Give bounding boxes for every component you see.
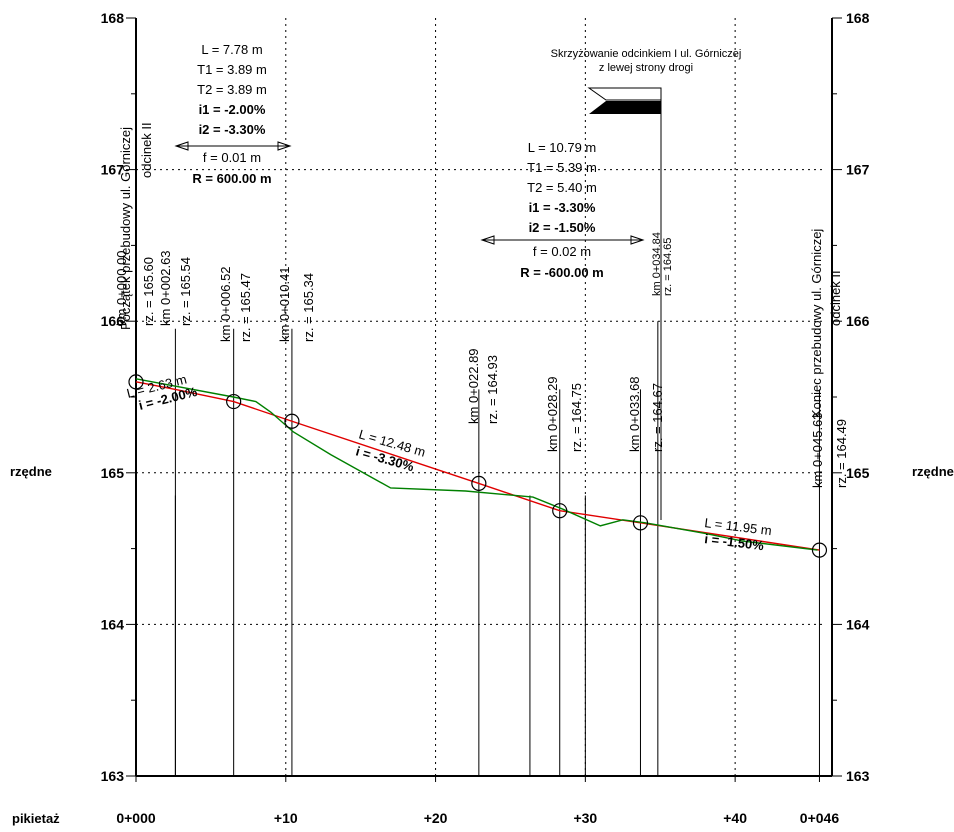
station-km-8: km 0+045.63 <box>810 412 825 488</box>
station-km-2: km 0+006.52 <box>218 266 233 342</box>
crossing-line1: Skrzyżowanie odcinkiem I ul. Górniczej <box>551 48 742 60</box>
x-tick-label: +20 <box>424 810 448 826</box>
station-km-7: km 0+034.84 <box>651 232 663 296</box>
y-tick-label-left: 167 <box>101 162 125 178</box>
curve1-i1: i1 = -2.00% <box>199 102 266 117</box>
station-rz-8: rz. = 164.49 <box>834 419 849 488</box>
vertex-circles <box>128 374 828 558</box>
station-km-6: km 0+033.68 <box>627 376 642 452</box>
start-label-line2: odcinek II <box>139 122 154 178</box>
right-axis-title: rzędne <box>912 464 954 479</box>
y-tick-label-right: 164 <box>846 616 870 632</box>
station-rz-0: rz. = 165.60 <box>141 257 156 326</box>
curve2-R: R = -600.00 m <box>520 265 603 280</box>
left-axis-title: rzędne <box>10 464 52 479</box>
curve2-i2: i2 = -1.50% <box>529 220 596 235</box>
y-tick-label-right: 167 <box>846 162 870 178</box>
station-rz-6: rz. = 164.67 <box>650 383 665 452</box>
slope3-grade: i = -1.50% <box>704 531 765 553</box>
station-rz-1: rz. = 165.54 <box>178 257 193 326</box>
curve2-T2: T2 = 5.40 m <box>527 180 597 195</box>
station-km-5: km 0+028.29 <box>545 376 560 452</box>
curve2-f: f = 0.02 m <box>533 244 591 259</box>
y-tick-label-left: 164 <box>101 616 125 632</box>
y-tick-label-left: 166 <box>101 313 125 329</box>
y-tick-label-left: 165 <box>101 465 125 481</box>
slope3-label: L = 11.95 m i = -1.50% <box>704 515 773 553</box>
curve2-i1: i1 = -3.30% <box>529 200 596 215</box>
vertex-circle-4 <box>552 503 568 519</box>
slope2-label: L = 12.48 m i = -3.30% <box>354 426 427 474</box>
curve2-L: L = 10.79 m <box>528 140 597 155</box>
y-tick-label-right: 168 <box>846 10 870 26</box>
station-rz-4: rz. = 164.93 <box>485 355 500 424</box>
axis-ticks: 163 163 164 164 165 165 166 166 167 167 168 168 0+00… <box>101 10 870 826</box>
curve1-R: R = 600.00 m <box>192 171 271 186</box>
series-line-1 <box>135 378 818 551</box>
vertex-circle-1 <box>226 393 242 410</box>
station-rz-3: rz. = 165.34 <box>301 273 316 342</box>
station-rz-5: rz. = 164.75 <box>569 383 584 452</box>
curve1-f: f = 0.01 m <box>203 150 261 165</box>
station-km-3: km 0+010.41 <box>277 266 292 342</box>
curve1-i2: i2 = -3.30% <box>199 122 266 137</box>
vertex-circle-2 <box>284 413 300 429</box>
crossing-flag-icon <box>587 87 662 520</box>
vertex-circle-3 <box>471 475 487 492</box>
end-label-line1: Koniec przebudowy ul. Górniczej <box>809 229 824 418</box>
x-tick-label: +10 <box>274 810 298 826</box>
y-tick-label-left: 168 <box>101 10 125 26</box>
vertex-circle-0 <box>128 374 144 390</box>
y-tick-label-right: 163 <box>846 768 870 784</box>
x-tick-label: 0+000 <box>116 810 156 826</box>
station-rz-7: rz. = 164.65 <box>662 238 674 296</box>
y-tick-label-left: 163 <box>101 768 125 784</box>
crossing-line2: z lewej strony drogi <box>599 62 693 74</box>
x-tick-label: +30 <box>573 810 597 826</box>
x-tick-label: +40 <box>723 810 747 826</box>
station-labels: km 0+000.00 rz. = 165.60 km 0+002.63 rz.… <box>114 232 849 488</box>
vertex-circle-6 <box>811 542 828 558</box>
curve2-block: L = 10.79 m T1 = 5.39 m T2 = 5.40 m i1 =… <box>480 140 645 280</box>
station-lines <box>135 321 820 776</box>
station-rz-2: rz. = 165.47 <box>238 273 253 342</box>
curve2-T1: T1 = 5.39 m <box>527 160 597 175</box>
station-km-0: km 0+000.00 <box>114 250 129 326</box>
end-label-line2: odcinek II <box>828 270 843 326</box>
start-label-line1: Początek przebudowy ul. Górniczej <box>118 127 133 330</box>
vertex-circle-5 <box>632 515 649 531</box>
curve1-block: L = 7.78 m T1 = 3.89 m T2 = 3.89 m i1 = … <box>174 42 292 186</box>
bottom-axis-title: pikietaż <box>12 811 60 826</box>
curve1-T1: T1 = 3.89 m <box>197 62 267 77</box>
crossing-annotation: Skrzyżowanie odcinkiem I ul. Górniczej z… <box>551 48 742 520</box>
start-label: Początek przebudowy ul. Górniczej odcine… <box>118 122 154 330</box>
end-label: Koniec przebudowy ul. Górniczej odcinek … <box>809 229 843 418</box>
station-km-1: km 0+002.63 <box>158 250 173 326</box>
x-tick-label: 0+046 <box>800 810 840 826</box>
y-tick-label-right: 165 <box>846 465 870 481</box>
y-tick-label-right: 166 <box>846 313 870 329</box>
curve1-L: L = 7.78 m <box>201 42 262 57</box>
curve1-T2: T2 = 3.89 m <box>197 82 267 97</box>
profile-lines <box>135 378 820 551</box>
station-km-4: km 0+022.89 <box>466 348 481 424</box>
